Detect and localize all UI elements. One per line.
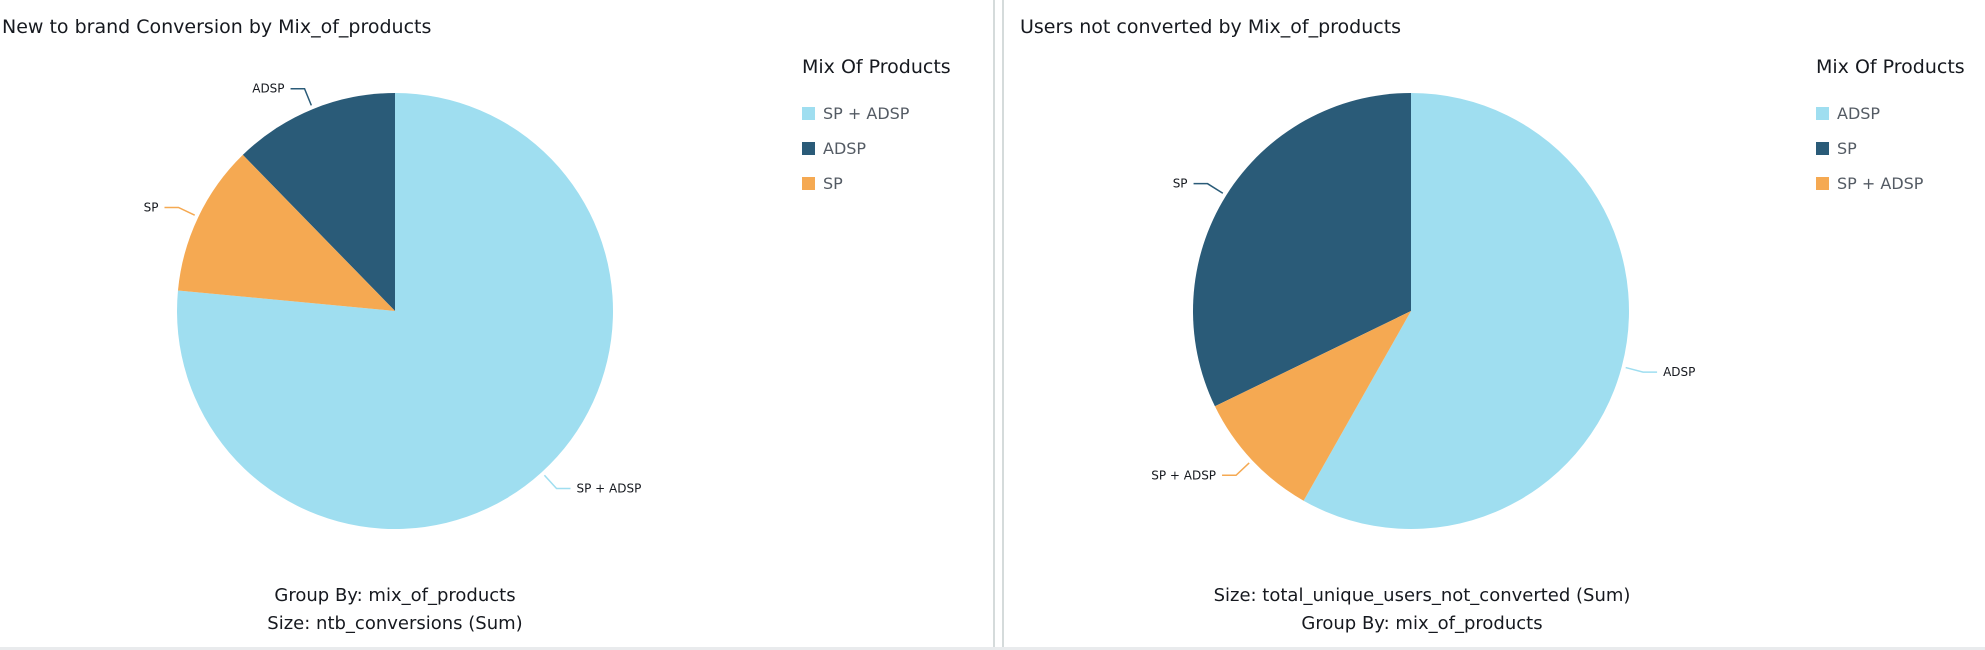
field-wells-summary: Group By: mix_of_products Size: ntb_conv… xyxy=(115,582,675,638)
legend-swatch xyxy=(802,107,815,120)
slice-leader-line xyxy=(1222,462,1250,477)
slice-leader-line xyxy=(1193,182,1224,194)
legend-swatch xyxy=(1816,107,1829,120)
pie-slice-adsp[interactable] xyxy=(1303,93,1629,529)
legend-swatch xyxy=(802,142,815,155)
slice-label-sp: SP xyxy=(144,200,159,214)
footer-line: Group By: mix_of_products xyxy=(1301,613,1543,634)
legend: Mix Of Products SP + ADSP ADSP SP xyxy=(802,56,951,201)
slice-label-adsp: ADSP xyxy=(1663,365,1695,379)
slice-label-sp-adsp: SP + ADSP xyxy=(577,482,642,496)
slice-label-sp-adsp: SP + ADSP xyxy=(1151,468,1216,482)
legend-label: SP + ADSP xyxy=(1837,174,1924,193)
legend-label: SP xyxy=(823,174,843,193)
pie-slice-sp[interactable] xyxy=(177,154,395,311)
footer-line: Size: total_unique_users_not_converted (… xyxy=(1213,585,1631,606)
slice-label-adsp: ADSP xyxy=(252,82,284,96)
field-wells-summary: Size: total_unique_users_not_converted (… xyxy=(1142,582,1702,638)
legend-label: SP xyxy=(1837,139,1857,158)
visual-title: New to brand Conversion by Mix_of_produc… xyxy=(2,16,432,38)
slice-leader-line xyxy=(1625,366,1658,373)
page-bottom-border xyxy=(0,647,1985,650)
footer-line: Size: ntb_conversions (Sum) xyxy=(267,613,523,634)
legend-title: Mix Of Products xyxy=(1816,56,1965,78)
pie-chart: ADSP SP SP + ADSP xyxy=(1151,93,1695,529)
legend-item-adsp[interactable]: ADSP xyxy=(1816,96,1965,131)
footer-line: Group By: mix_of_products xyxy=(274,585,516,606)
legend-item-adsp[interactable]: ADSP xyxy=(802,131,951,166)
pie-slice-sp-adsp[interactable] xyxy=(1214,311,1411,501)
pie-slice-adsp[interactable] xyxy=(242,93,395,311)
legend-item-sp[interactable]: SP xyxy=(1816,131,1965,166)
legend-swatch xyxy=(1816,177,1829,190)
slice-leader-line xyxy=(164,206,196,216)
pie-chart: SP + ADSP ADSP SP xyxy=(144,82,642,529)
legend-item-sp[interactable]: SP xyxy=(802,166,951,201)
legend: Mix Of Products ADSP SP SP + ADSP xyxy=(1816,56,1965,201)
legend-swatch xyxy=(1816,142,1829,155)
visual-panel-users-not-converted[interactable]: Users not converted by Mix_of_products A… xyxy=(1008,0,1985,646)
legend-label: ADSP xyxy=(1837,104,1881,123)
slice-leader-line xyxy=(543,474,571,490)
panel-divider xyxy=(990,0,1008,650)
legend-title: Mix Of Products xyxy=(802,56,951,78)
legend-item-sp-adsp[interactable]: SP + ADSP xyxy=(802,96,951,131)
legend-label: SP + ADSP xyxy=(823,104,910,123)
slice-label-sp: SP xyxy=(1173,177,1188,191)
legend-swatch xyxy=(802,177,815,190)
visual-title: Users not converted by Mix_of_products xyxy=(1020,16,1402,38)
legend-item-sp-adsp[interactable]: SP + ADSP xyxy=(1816,166,1965,201)
legend-label: ADSP xyxy=(823,139,867,158)
visual-panel-ntb-conversion[interactable]: New to brand Conversion by Mix_of_produc… xyxy=(0,0,990,646)
slice-leader-line xyxy=(290,87,313,106)
pie-slice-sp[interactable] xyxy=(1193,93,1411,407)
